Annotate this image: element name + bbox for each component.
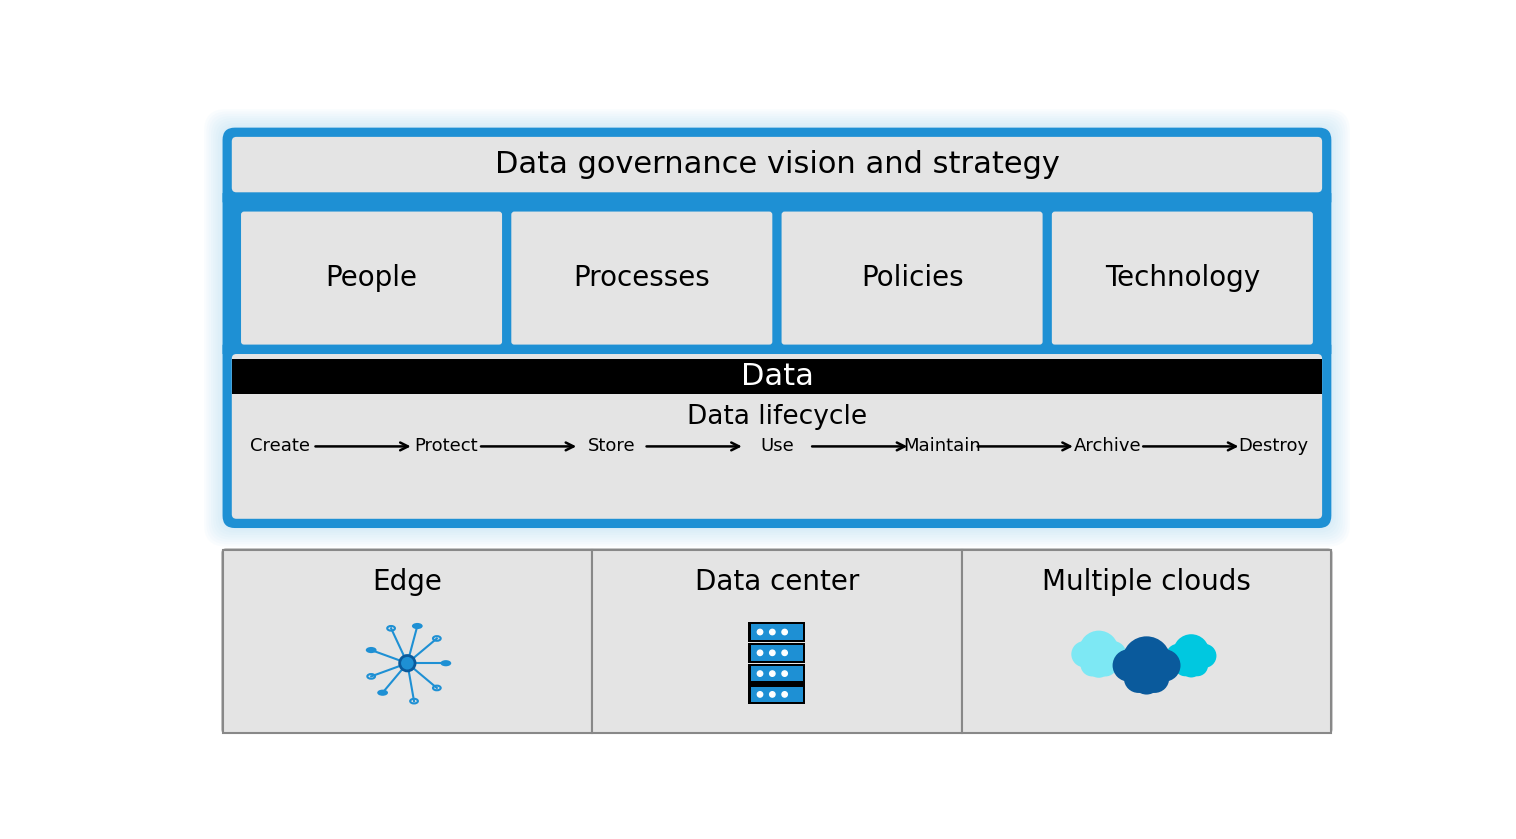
- Text: Data: Data: [740, 362, 814, 391]
- Circle shape: [1166, 644, 1190, 668]
- Text: Data governance vision and strategy: Data governance vision and strategy: [494, 150, 1060, 179]
- FancyBboxPatch shape: [215, 121, 1339, 535]
- FancyBboxPatch shape: [1052, 211, 1313, 345]
- FancyBboxPatch shape: [782, 211, 1043, 345]
- FancyBboxPatch shape: [223, 550, 1331, 732]
- Circle shape: [1101, 641, 1126, 667]
- FancyBboxPatch shape: [206, 112, 1348, 545]
- Text: Data center: Data center: [694, 568, 860, 596]
- Ellipse shape: [365, 647, 376, 653]
- Circle shape: [782, 629, 787, 635]
- Circle shape: [1072, 641, 1098, 667]
- Text: Create: Create: [250, 437, 311, 456]
- FancyBboxPatch shape: [232, 137, 1322, 192]
- Text: Multiple clouds: Multiple clouds: [1041, 568, 1251, 596]
- Circle shape: [1093, 653, 1117, 676]
- FancyBboxPatch shape: [220, 125, 1334, 530]
- Text: Protect: Protect: [414, 437, 478, 456]
- Text: Technology: Technology: [1105, 264, 1260, 292]
- Bar: [750, 666, 803, 681]
- Circle shape: [758, 629, 763, 635]
- Text: Data lifecycle: Data lifecycle: [687, 404, 867, 430]
- FancyBboxPatch shape: [214, 118, 1340, 537]
- Text: Use: Use: [760, 437, 794, 456]
- Ellipse shape: [441, 660, 452, 666]
- Circle shape: [782, 671, 787, 676]
- FancyBboxPatch shape: [223, 193, 1331, 202]
- FancyBboxPatch shape: [205, 109, 1349, 546]
- FancyBboxPatch shape: [211, 116, 1343, 539]
- FancyBboxPatch shape: [223, 128, 1331, 528]
- Text: Policies: Policies: [861, 264, 963, 292]
- Text: Processes: Processes: [573, 264, 709, 292]
- Ellipse shape: [412, 623, 423, 629]
- Text: Maintain: Maintain: [904, 437, 981, 456]
- Bar: [749, 622, 805, 642]
- Circle shape: [1087, 654, 1111, 678]
- FancyBboxPatch shape: [241, 211, 502, 345]
- Text: Store: Store: [588, 437, 635, 456]
- Bar: [750, 686, 803, 702]
- Ellipse shape: [377, 690, 388, 696]
- Circle shape: [400, 655, 415, 671]
- Circle shape: [1079, 631, 1119, 670]
- Circle shape: [1181, 656, 1202, 677]
- Circle shape: [1132, 665, 1161, 695]
- Text: Destroy: Destroy: [1239, 437, 1308, 456]
- FancyBboxPatch shape: [209, 114, 1345, 542]
- Circle shape: [1123, 664, 1154, 693]
- Bar: [749, 664, 805, 684]
- Circle shape: [770, 671, 775, 676]
- Circle shape: [1193, 644, 1216, 668]
- Bar: [232, 358, 1322, 394]
- Circle shape: [1187, 654, 1208, 676]
- Circle shape: [770, 650, 775, 655]
- FancyBboxPatch shape: [218, 123, 1336, 533]
- Bar: [223, 550, 593, 732]
- FancyBboxPatch shape: [223, 345, 1331, 354]
- FancyBboxPatch shape: [511, 211, 772, 345]
- FancyBboxPatch shape: [232, 354, 1322, 519]
- Circle shape: [1081, 653, 1104, 676]
- Circle shape: [758, 671, 763, 676]
- Circle shape: [758, 650, 763, 655]
- Circle shape: [782, 691, 787, 697]
- Bar: [593, 550, 961, 732]
- Circle shape: [1175, 654, 1196, 676]
- Circle shape: [770, 691, 775, 697]
- Bar: [749, 685, 805, 705]
- Circle shape: [758, 691, 763, 697]
- Circle shape: [1122, 636, 1170, 685]
- Circle shape: [1113, 649, 1145, 681]
- Text: Archive: Archive: [1075, 437, 1142, 456]
- Circle shape: [1148, 649, 1181, 681]
- Bar: [750, 624, 803, 639]
- Circle shape: [1173, 634, 1210, 670]
- Text: Edge: Edge: [373, 568, 443, 596]
- Circle shape: [1140, 664, 1169, 693]
- Text: People: People: [326, 264, 417, 292]
- Bar: [961, 550, 1331, 732]
- Bar: [749, 643, 805, 663]
- Circle shape: [770, 629, 775, 635]
- Bar: [750, 645, 803, 660]
- Circle shape: [782, 650, 787, 655]
